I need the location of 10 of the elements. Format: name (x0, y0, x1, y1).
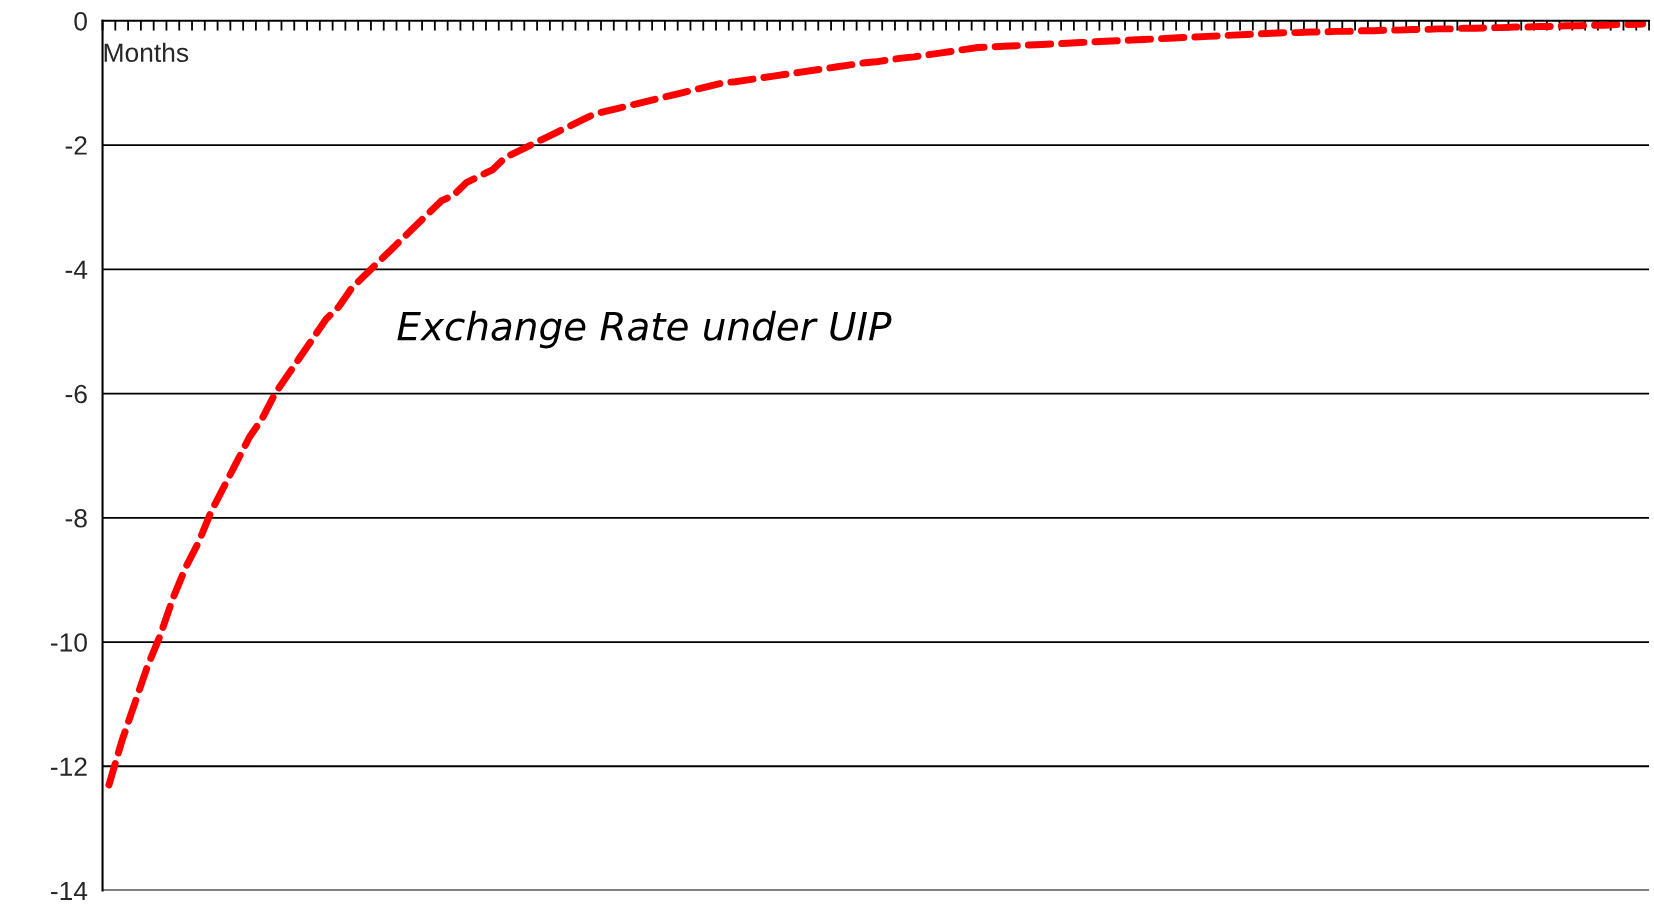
y-tick-label: -10 (51, 633, 87, 652)
x-axis-title: Months (104, 42, 189, 63)
series-label: Exchange Rate under UIP (397, 310, 892, 349)
y-tick-label: -12 (51, 757, 87, 776)
y-tick-label: 0 (74, 11, 87, 31)
y-tick-label: -6 (65, 384, 87, 404)
y-tick-label: -4 (65, 260, 88, 279)
y-tick-label: -14 (51, 881, 88, 901)
y-tick-label: -8 (65, 508, 87, 528)
y-tick-label: -2 (65, 136, 87, 155)
